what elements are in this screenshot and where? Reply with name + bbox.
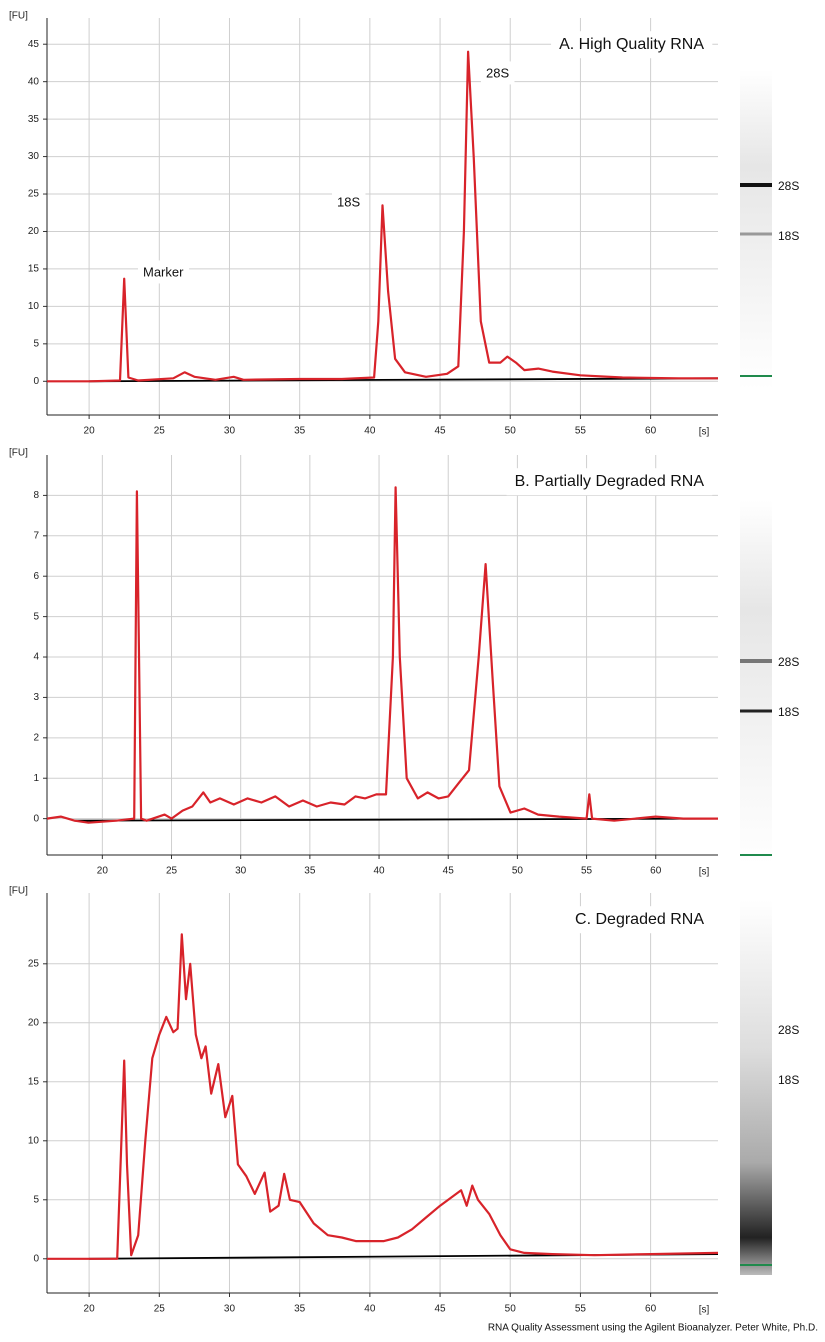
y-tick-label: 3: [33, 692, 39, 703]
y-tick-label: 20: [28, 1017, 40, 1028]
x-tick-label: 30: [224, 1304, 236, 1315]
x-tick-label: 25: [166, 866, 178, 877]
y-tick-label: 40: [28, 76, 40, 87]
y-tick-label: 10: [28, 1135, 40, 1146]
y-tick-label: 0: [33, 813, 39, 824]
plot-area: [47, 893, 718, 1293]
x-tick-label: 45: [434, 426, 446, 437]
gel-band: [740, 183, 772, 187]
y-tick-label: 6: [33, 571, 39, 582]
x-tick-label: 55: [581, 866, 593, 877]
figure: RNA Quality Assessment using the Agilent…: [0, 0, 825, 1337]
x-tick-label: 40: [364, 426, 376, 437]
x-tick-label: 55: [575, 426, 587, 437]
y-tick-label: 5: [33, 611, 39, 622]
x-axis-label: [s]: [699, 1305, 710, 1316]
y-tick-label: 0: [33, 376, 39, 387]
y-tick-label: 5: [33, 1194, 39, 1205]
y-tick-label: 5: [33, 338, 39, 349]
y-tick-label: 8: [33, 490, 39, 501]
x-tick-label: 30: [235, 866, 247, 877]
x-tick-label: 60: [645, 426, 657, 437]
x-tick-label: 20: [84, 426, 96, 437]
y-tick-label: 15: [28, 264, 40, 275]
gel-band: [740, 233, 772, 236]
y-tick-label: 4: [33, 652, 39, 663]
x-tick-label: 40: [373, 866, 385, 877]
y-tick-label: 30: [28, 151, 40, 162]
gel-lane: [740, 70, 772, 390]
gel-label: 28S: [778, 1023, 799, 1037]
x-tick-label: 25: [154, 426, 166, 437]
x-tick-label: 35: [294, 1304, 306, 1315]
x-tick-label: 25: [154, 1304, 166, 1315]
x-tick-label: 20: [84, 1304, 96, 1315]
gel-label: 28S: [778, 179, 799, 193]
y-tick-label: 2: [33, 732, 39, 743]
y-tick-label: 20: [28, 226, 40, 237]
annotation: Marker: [143, 264, 184, 279]
gel-label: 18S: [778, 229, 799, 243]
y-tick-label: 1: [33, 773, 39, 784]
x-tick-label: 60: [645, 1304, 657, 1315]
caption: RNA Quality Assessment using the Agilent…: [488, 1323, 818, 1334]
y-tick-label: 25: [28, 189, 40, 200]
y-axis-label: [FU]: [9, 886, 28, 897]
y-axis-label: [FU]: [9, 11, 28, 22]
gel-label: 18S: [778, 705, 799, 719]
gel-band: [740, 710, 772, 713]
y-tick-label: 0: [33, 1253, 39, 1264]
gel-label: 18S: [778, 1073, 799, 1087]
x-axis-label: [s]: [699, 427, 710, 438]
y-tick-label: 45: [28, 39, 40, 50]
chart-title: B. Partially Degraded RNA: [515, 473, 705, 490]
x-tick-label: 55: [575, 1304, 587, 1315]
y-tick-label: 15: [28, 1076, 40, 1087]
gel-lane: [740, 500, 772, 865]
x-tick-label: 50: [505, 1304, 517, 1315]
x-tick-label: 60: [650, 866, 662, 877]
x-tick-label: 50: [505, 426, 517, 437]
y-axis-label: [FU]: [9, 448, 28, 459]
x-tick-label: 40: [364, 1304, 376, 1315]
x-tick-label: 35: [294, 426, 306, 437]
x-tick-label: 45: [443, 866, 455, 877]
gel-lane: [740, 900, 772, 1275]
x-tick-label: 45: [434, 1304, 446, 1315]
chart-title: C. Degraded RNA: [575, 911, 704, 928]
x-tick-label: 35: [304, 866, 316, 877]
annotation: 28S: [486, 65, 509, 80]
y-tick-label: 25: [28, 958, 40, 969]
y-tick-label: 10: [28, 301, 40, 312]
annotation: 18S: [337, 194, 360, 209]
gel-band: [740, 659, 772, 663]
y-tick-label: 35: [28, 114, 40, 125]
y-tick-label: 7: [33, 530, 39, 541]
chart-title: A. High Quality RNA: [559, 36, 704, 53]
x-tick-label: 30: [224, 426, 236, 437]
x-axis-label: [s]: [699, 867, 710, 878]
gel-label: 28S: [778, 655, 799, 669]
x-tick-label: 20: [97, 866, 109, 877]
x-tick-label: 50: [512, 866, 524, 877]
